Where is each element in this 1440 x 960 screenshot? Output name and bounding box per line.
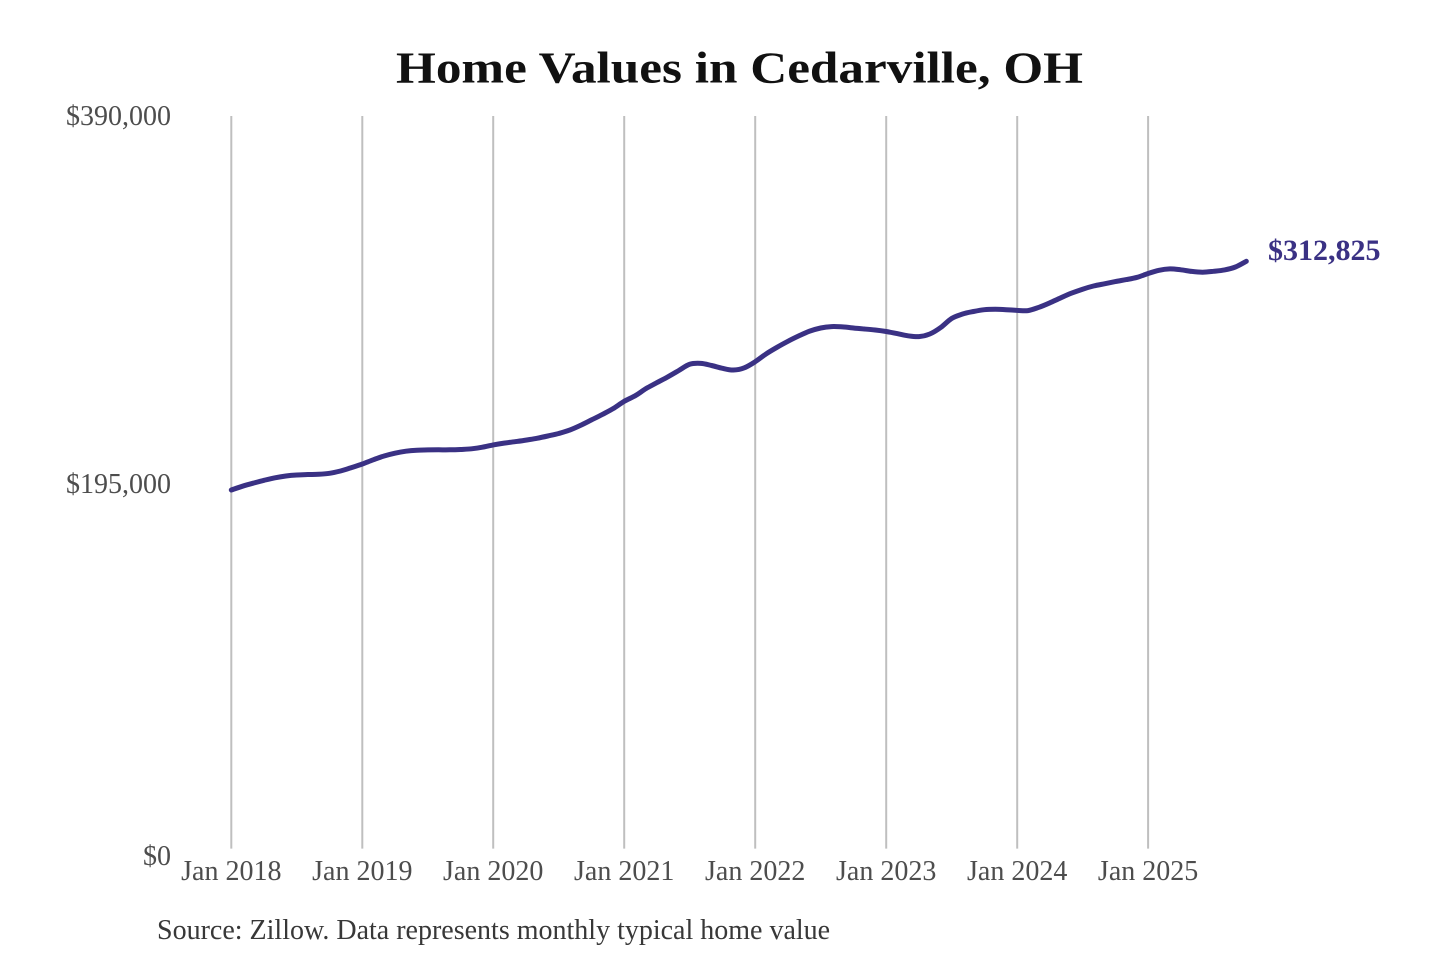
svg-text:$390,000: $390,000 bbox=[66, 101, 171, 132]
svg-text:Home Values in Cedarville, OH: Home Values in Cedarville, OH bbox=[396, 44, 1083, 93]
svg-text:Jan 2024: Jan 2024 bbox=[967, 856, 1067, 887]
svg-text:$195,000: $195,000 bbox=[66, 469, 171, 500]
svg-text:Jan 2019: Jan 2019 bbox=[312, 856, 412, 887]
svg-text:Jan 2023: Jan 2023 bbox=[836, 856, 936, 887]
svg-text:Jan 2020: Jan 2020 bbox=[443, 856, 543, 887]
svg-text:Jan 2025: Jan 2025 bbox=[1098, 856, 1198, 887]
svg-text:Jan 2018: Jan 2018 bbox=[181, 856, 281, 887]
svg-text:$0: $0 bbox=[143, 841, 171, 872]
svg-text:$312,825: $312,825 bbox=[1268, 234, 1381, 267]
svg-text:Source: Zillow. Data represent: Source: Zillow. Data represents monthly … bbox=[157, 915, 830, 946]
svg-text:Jan 2021: Jan 2021 bbox=[574, 856, 674, 887]
svg-text:Jan 2022: Jan 2022 bbox=[705, 856, 805, 887]
